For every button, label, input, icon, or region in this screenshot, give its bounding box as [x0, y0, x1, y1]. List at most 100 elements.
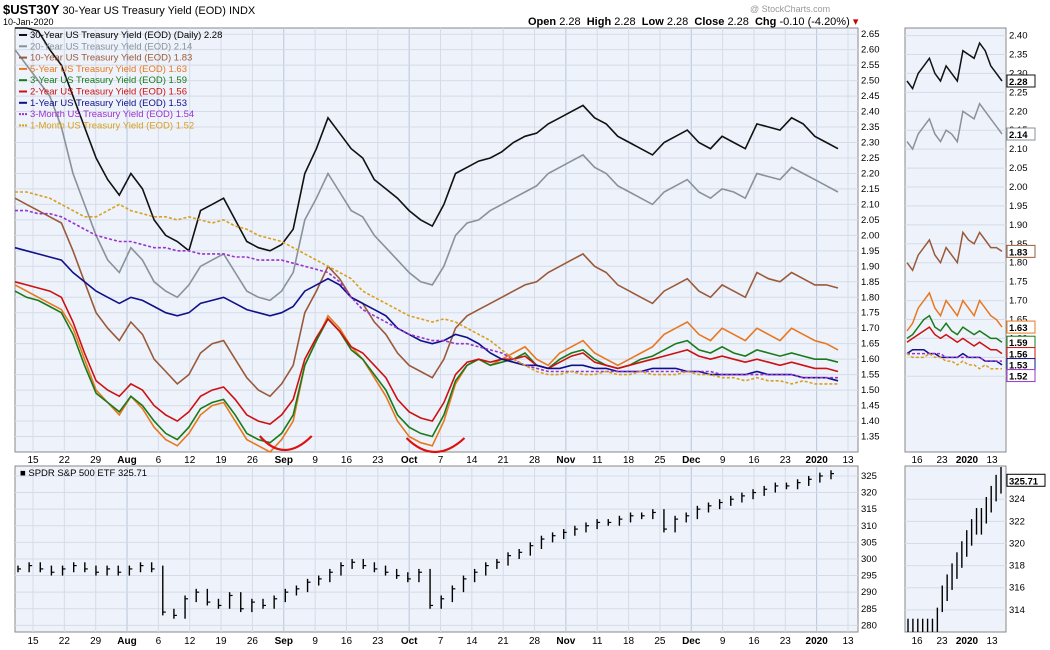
x-tick-label-top: 16	[341, 455, 353, 466]
x-tick-label-bottom: 13	[842, 636, 854, 647]
last-value-text: 2.14	[1009, 130, 1028, 141]
y-tick-label: 2.35	[861, 122, 880, 133]
bottom-panel	[14, 465, 859, 633]
chart-date: 10-Jan-2020	[3, 17, 54, 27]
last-value-text: 1.59	[1009, 338, 1028, 349]
x-tick-label-top: 13	[842, 455, 854, 466]
zoom-last-text: 325.71	[1009, 476, 1039, 487]
series-line-2	[14, 197, 839, 398]
legend-entry: 3-Month US Treasury Yield (EOD) 1.54	[30, 109, 194, 120]
x-tick-label-bottom: 7	[438, 636, 444, 647]
zoom-y-tick-label: 2.35	[1009, 50, 1028, 61]
zoom-series-line-0	[906, 41, 1003, 91]
y-tick-label: 2.60	[861, 45, 880, 56]
series-line-8	[15, 191, 838, 385]
series-line-5	[14, 281, 839, 425]
zoom-y-tick-label: 1.75	[1009, 277, 1028, 288]
last-value-text: 1.53	[1009, 361, 1028, 372]
y-tick-label: 1.50	[861, 385, 880, 396]
y-tick-label: 1.70	[861, 323, 880, 334]
x-tick-label-top: 14	[466, 455, 478, 466]
series-line-0	[15, 27, 839, 253]
y-tick-label: 1.80	[861, 292, 880, 303]
bottom-legend: ■ SPDR S&P 500 ETF 325.71	[20, 468, 147, 479]
x-tick-label-bottom: 18	[623, 636, 635, 647]
last-value-text: 1.56	[1009, 350, 1028, 361]
legend-entry: 1-Year US Treasury Yield (EOD) 1.53	[30, 98, 187, 109]
x-tick-label-top: Sep	[275, 455, 293, 466]
series-line-7	[15, 209, 838, 379]
y-tick-label: 1.95	[861, 246, 880, 257]
x-tick-label-top: Aug	[117, 455, 136, 466]
x-tick-label-top: 7	[438, 455, 444, 466]
x-tick-label-top: 2020	[806, 455, 829, 466]
legend-entry: 30-Year US Treasury Yield (EOD) (Daily) …	[30, 30, 222, 41]
x-tick-label-bottom: 19	[216, 636, 228, 647]
y-tick-label: 2.40	[861, 107, 880, 118]
x-tick-label-top: 22	[59, 455, 71, 466]
top-panel	[14, 27, 859, 453]
zoom-bottom-panel	[904, 465, 1007, 633]
zoom-y-tick-label: 2.20	[1009, 106, 1028, 117]
chart-header: $UST30Y 30-Year US Treasury Yield (EOD) …	[3, 2, 255, 17]
y-tick-label: 2.10	[861, 199, 880, 210]
zoom-x-tick-label-bottom: 16	[911, 636, 923, 647]
exchange: INDX	[228, 5, 256, 17]
zoom-bottom-y-tick-label: 322	[1009, 516, 1025, 527]
x-tick-label-bottom: 23	[780, 636, 792, 647]
zoom-x-tick-label-bottom: 13	[986, 636, 998, 647]
zoom-bottom-y-tick-label: 320	[1009, 538, 1025, 549]
y-tick-label-bottom: 285	[861, 604, 877, 615]
y-tick-label: 2.15	[861, 184, 880, 195]
y-tick-label: 2.65	[861, 29, 880, 40]
zoom-y-tick-label: 1.70	[1009, 296, 1028, 307]
x-tick-label-top: Nov	[556, 455, 575, 466]
x-tick-label-top: 29	[90, 455, 102, 466]
x-tick-label-bottom: Oct	[401, 636, 418, 647]
ohlc-summary: Open 2.28 High 2.28 Low 2.28 Close 2.28 …	[528, 16, 859, 28]
y-tick-label: 2.25	[861, 153, 880, 164]
zoom-last-tag	[1006, 473, 1046, 487]
y-tick-label: 1.90	[861, 261, 880, 272]
zoom-y-tick-label: 1.80	[1009, 258, 1028, 269]
legend-entry: 20-Year US Treasury Yield (EOD) 2.14	[30, 41, 192, 52]
last-value-tag	[1006, 320, 1036, 334]
zoom-x-tick-label: 23	[936, 455, 948, 466]
y-tick-label-bottom: 305	[861, 537, 877, 548]
y-tick-label-bottom: 310	[861, 521, 877, 532]
last-value-text: 2.28	[1009, 77, 1028, 88]
y-tick-label: 2.50	[861, 76, 880, 87]
x-tick-label-top: 28	[529, 455, 541, 466]
last-value-tag	[1006, 127, 1036, 141]
description: 30-Year US Treasury Yield (EOD)	[62, 5, 226, 17]
x-tick-label-bottom: 9	[720, 636, 726, 647]
zoom-y-tick-label: 2.10	[1009, 144, 1028, 155]
legend-entry: 2-Year US Treasury Yield (EOD) 1.56	[30, 87, 187, 98]
oct-low-arc	[405, 437, 466, 453]
x-tick-label-bottom: 2020	[806, 636, 829, 647]
zoom-y-tick-label: 2.00	[1009, 182, 1028, 193]
watermark: @ StockCharts.com	[750, 4, 831, 14]
zoom-x-tick-label: 16	[911, 455, 923, 466]
zoom-x-tick-label-bottom: 2020	[956, 636, 979, 647]
x-tick-label-bottom: 26	[247, 636, 259, 647]
series-line-1	[14, 49, 839, 302]
zoom-series-line-7	[907, 352, 1002, 362]
x-tick-label-bottom: 9	[312, 636, 318, 647]
x-tick-label-bottom: 14	[466, 636, 478, 647]
zoom-series-line-3	[906, 291, 1003, 332]
y-tick-label: 2.20	[861, 168, 880, 179]
y-tick-label-bottom: 315	[861, 504, 877, 515]
zoom-top-panel	[904, 27, 1007, 453]
y-tick-label-bottom: 320	[861, 488, 877, 499]
zoom-series-line-4	[906, 314, 1003, 343]
legend-entry: 5-Year US Treasury Yield (EOD) 1.63	[30, 64, 187, 75]
y-tick-label: 2.45	[861, 91, 880, 102]
x-tick-label-top: 6	[156, 455, 162, 466]
y-tick-label: 1.65	[861, 339, 880, 350]
x-tick-label-bottom: Nov	[556, 636, 575, 647]
x-tick-label-top: 9	[312, 455, 318, 466]
x-tick-label-top: Dec	[682, 455, 701, 466]
last-value-tag	[1006, 369, 1036, 383]
